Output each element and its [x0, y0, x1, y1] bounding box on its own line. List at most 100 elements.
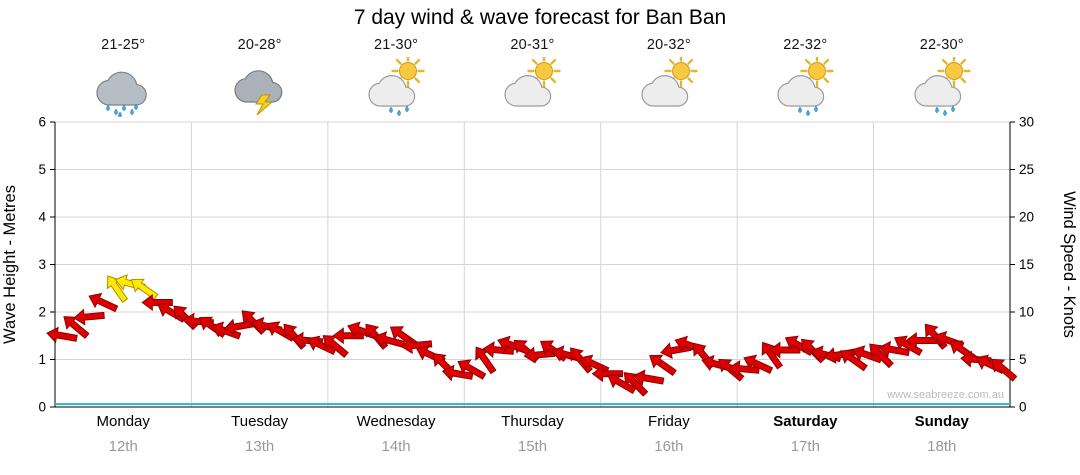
wind-axis-tick-label: 30: [1019, 115, 1034, 130]
wind-axis-title: Wind Speed - Knots: [1060, 191, 1078, 338]
sun-ray: [550, 77, 557, 84]
weather-icons-row: [55, 54, 1010, 119]
rain-icon: [96, 71, 148, 119]
watermark: www.seabreeze.com.au: [886, 389, 1004, 401]
page-title: 7 day wind & wave forecast for Ban Ban: [353, 6, 727, 29]
wind-axis-tick-label: 5: [1019, 352, 1027, 367]
cloud-shape: [368, 75, 416, 107]
wind-arrow: [400, 337, 433, 355]
wave-axis-tick-label: 1: [38, 352, 46, 367]
wind-arrow: [88, 292, 119, 313]
day-column: Saturday 17th: [737, 413, 873, 455]
sun-ray: [959, 58, 966, 65]
cloud-shape: [504, 75, 552, 107]
wave-axis-tick-label: 0: [38, 400, 46, 415]
wind-arrow: [869, 343, 894, 369]
day-column: Wednesday 14th: [328, 413, 464, 455]
temperature-range: 20-31°: [510, 37, 555, 53]
sun-ray: [823, 58, 830, 65]
rain-drop: [389, 106, 393, 114]
sun-cloud-rain-icon: [910, 54, 974, 117]
sun-ray: [668, 58, 675, 65]
sun-ray: [941, 58, 948, 65]
date-label: 13th: [245, 438, 275, 455]
sun-cloud-rain-icon: [914, 54, 971, 117]
date-label: 18th: [927, 438, 957, 455]
sun-disc: [535, 62, 554, 80]
wind-arrow: [46, 326, 78, 344]
day-labels-row: Monday 12th Tuesday 13th Wednesday 14th …: [55, 413, 1010, 455]
sun-disc: [399, 62, 418, 80]
sun-cloud-rain-icon: [364, 54, 428, 117]
wind-arrow: [141, 294, 173, 311]
day-column: Thursday 15th: [464, 413, 600, 455]
storm-icon: [234, 70, 283, 116]
sun-ray: [823, 77, 830, 84]
date-label: 17th: [790, 438, 820, 455]
day-label: Thursday: [501, 413, 564, 430]
rain-drop: [814, 105, 819, 113]
wind-axis-tick-label: 0: [1019, 400, 1027, 415]
sun-cloud-icon: [500, 54, 564, 117]
temperature-range: 20-32°: [646, 37, 691, 53]
sun-cloud-icon: [504, 54, 562, 107]
wind-arrow: [878, 340, 910, 358]
rain-drop: [106, 104, 111, 112]
rain-drop: [122, 104, 127, 112]
sun-ray: [414, 58, 421, 65]
wind-arrow: [761, 341, 784, 370]
rain-drop: [134, 103, 139, 111]
wind-axis-tick-label: 20: [1019, 210, 1034, 225]
lightning-bolt: [254, 94, 273, 116]
day-column: Sunday 18th: [874, 413, 1010, 455]
cloud-shape: [914, 75, 961, 107]
wind-arrow: [623, 372, 649, 397]
wave-axis-tick-label: 4: [38, 210, 46, 225]
cloud-shape: [96, 71, 148, 106]
wave-axis-tick-label: 2: [38, 305, 46, 320]
sun-cloud-rain-icon: [773, 54, 837, 117]
wind-axis-tick-label: 15: [1019, 257, 1034, 272]
wind-arrow: [513, 339, 540, 363]
wind-arrow: [893, 335, 923, 357]
sun-disc: [808, 62, 827, 80]
wind-arrow: [607, 373, 637, 395]
wind-axis-tick-label: 10: [1019, 305, 1034, 320]
wind-arrow: [73, 308, 105, 326]
sun-ray: [959, 77, 966, 84]
rain-drop: [397, 109, 401, 117]
rain-icon: [91, 57, 155, 119]
date-label: 15th: [517, 438, 548, 455]
rain-drop: [118, 111, 123, 119]
wind-arrow: [130, 278, 159, 301]
day-label: Friday: [648, 413, 690, 430]
sun-disc: [671, 62, 690, 80]
sun-ray: [532, 58, 539, 65]
rain-drop: [942, 109, 947, 117]
temperature-range: 22-30°: [919, 37, 964, 53]
temperature-range: 21-25°: [101, 37, 146, 53]
sun-ray: [414, 77, 421, 84]
wave-axis-title: Wave Height - Metres: [1, 185, 19, 344]
wind-arrow: [63, 316, 90, 339]
sun-cloud-icon: [641, 54, 698, 107]
sun-ray: [805, 58, 812, 65]
sun-ray: [687, 77, 694, 84]
sun-cloud-rain-icon: [777, 54, 835, 117]
wind-arrow: [591, 365, 624, 383]
rain-drop: [405, 105, 409, 113]
cloud-shape: [234, 70, 283, 103]
sun-ray: [550, 58, 557, 65]
rain-drop: [950, 105, 955, 113]
wind-arrow: [441, 364, 474, 382]
temperature-range: 22-32°: [783, 37, 828, 53]
storm-icon: [228, 57, 292, 117]
day-label: Sunday: [914, 413, 969, 430]
temperature-row: 21-25° 20-28° 21-30° 20-31° 20-32° 22-32…: [55, 37, 1010, 53]
wind-arrow: [991, 358, 1018, 382]
wind-arrow: [106, 275, 129, 303]
cloud-shape: [777, 75, 825, 107]
wind-arrow: [322, 335, 349, 358]
